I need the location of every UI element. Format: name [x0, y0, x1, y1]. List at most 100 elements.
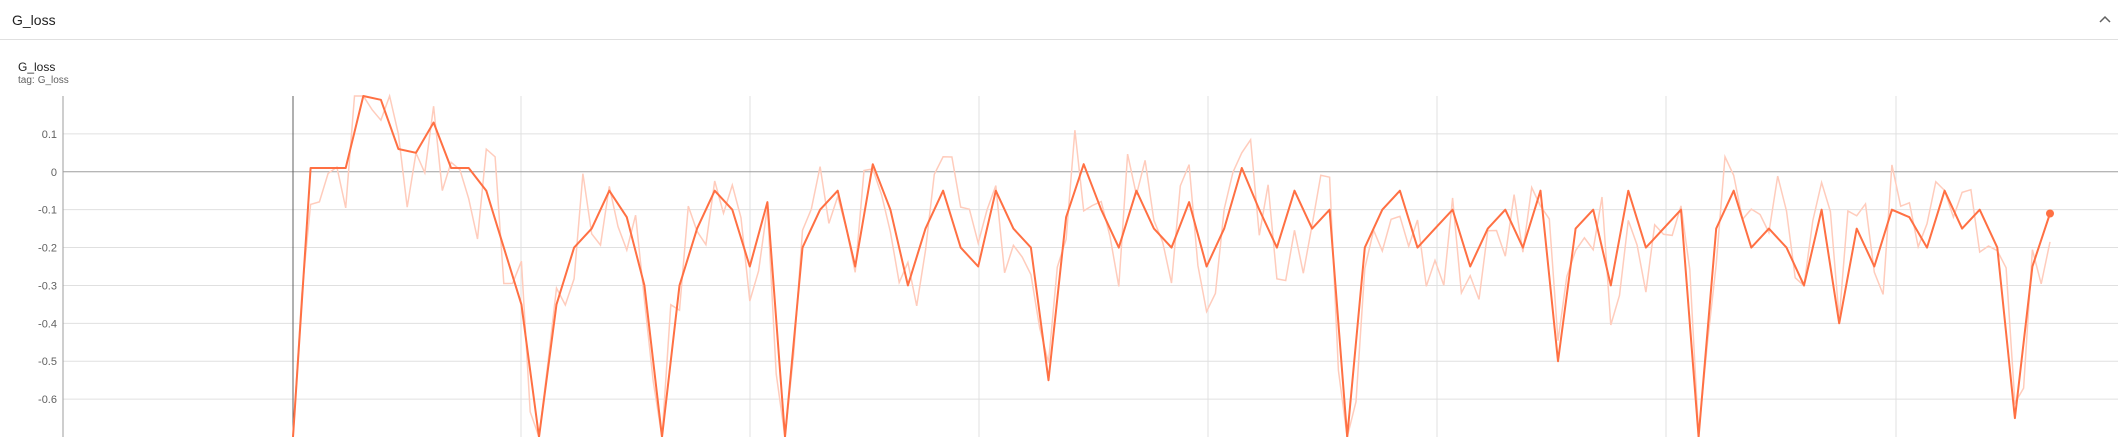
data-point	[696, 228, 698, 230]
chevron-up-icon	[2099, 15, 2111, 23]
data-point	[362, 95, 364, 97]
data-point	[1293, 190, 1296, 192]
y-tick-label: 0	[51, 167, 57, 179]
data-point	[1785, 247, 1788, 249]
last-point-marker	[2046, 209, 2054, 218]
data-point	[1083, 163, 1085, 165]
chart-tag: tag: G_loss	[18, 75, 69, 86]
chart-tag-value: G_loss	[37, 75, 69, 86]
data-point	[1645, 247, 1647, 249]
collapse-button[interactable]	[2094, 8, 2116, 30]
data-point	[819, 209, 821, 211]
data-point	[1803, 284, 1805, 286]
data-point	[573, 247, 575, 249]
raw-series-layer	[292, 93, 2051, 437]
data-point	[995, 190, 997, 192]
data-point	[1680, 209, 1682, 211]
data-point	[872, 163, 874, 165]
data-point	[1961, 228, 1963, 230]
data-point	[1135, 190, 1137, 192]
data-point	[731, 209, 733, 211]
data-point	[1381, 209, 1383, 211]
data-point	[1627, 190, 1629, 192]
data-point	[555, 303, 558, 305]
data-point	[485, 190, 487, 192]
data-point	[907, 284, 909, 286]
data-point	[1610, 284, 1612, 286]
data-point	[749, 265, 751, 268]
data-point	[608, 190, 610, 192]
data-point	[1539, 190, 1542, 192]
data-point	[503, 247, 505, 249]
data-point	[1908, 216, 1910, 218]
data-point	[1891, 209, 1893, 211]
raw-series-line	[292, 93, 2051, 437]
data-point	[1047, 379, 1050, 381]
y-tick-label: -0.2	[38, 243, 57, 255]
data-point	[942, 190, 944, 192]
data-point	[1364, 247, 1366, 249]
chart-title: G_loss	[18, 60, 56, 74]
data-point	[1223, 228, 1225, 230]
data-point	[1733, 190, 1735, 192]
data-point	[397, 148, 399, 150]
data-point	[889, 209, 892, 211]
data-point	[310, 167, 312, 169]
data-point	[1487, 228, 1489, 230]
data-point	[2031, 265, 2033, 268]
chart-tag-prefix: tag:	[18, 75, 35, 86]
data-point	[1276, 247, 1278, 249]
y-tick-label: 0.1	[42, 129, 57, 141]
data-point	[1750, 247, 1752, 249]
data-point	[854, 265, 856, 268]
data-point	[1926, 247, 1928, 249]
data-point	[1188, 201, 1190, 203]
data-point	[714, 190, 716, 192]
data-point	[1979, 209, 1981, 211]
data-point	[1469, 265, 1471, 268]
data-point	[1662, 228, 1665, 230]
data-point	[433, 121, 435, 124]
data-point	[520, 303, 523, 305]
smoothed-series-layer	[292, 95, 2054, 437]
data-point	[1592, 209, 1594, 211]
data-point	[415, 152, 417, 154]
data-point	[1522, 247, 1524, 249]
data-point	[1856, 228, 1858, 230]
data-point	[1821, 209, 1823, 211]
data-point	[626, 216, 628, 218]
data-point	[1996, 247, 1998, 249]
data-point	[1434, 228, 1436, 230]
data-point	[327, 167, 329, 169]
grid-layer	[62, 96, 2118, 437]
card-header: G_loss	[0, 0, 2118, 40]
data-point	[1100, 209, 1102, 211]
data-point	[468, 167, 470, 169]
data-point	[1873, 265, 1875, 268]
data-point	[977, 265, 979, 268]
data-point	[643, 284, 646, 286]
data-point	[678, 284, 681, 286]
data-point	[1206, 265, 1208, 268]
y-tick-label: -0.1	[38, 205, 57, 217]
data-point	[1241, 167, 1243, 169]
data-point	[1153, 228, 1155, 230]
data-point	[766, 201, 769, 203]
y-tick-label: -0.5	[38, 356, 57, 368]
data-point	[1399, 190, 1401, 192]
data-point	[801, 247, 804, 249]
data-point	[837, 190, 839, 192]
data-point	[1030, 247, 1032, 249]
data-point	[450, 167, 452, 169]
data-point	[1311, 228, 1313, 230]
y-tick-label: -0.6	[38, 394, 57, 406]
data-point	[2014, 417, 2016, 419]
data-point	[1118, 247, 1120, 249]
data-point	[1768, 228, 1770, 230]
data-point	[1258, 209, 1260, 211]
data-point	[924, 228, 927, 230]
data-point	[1170, 247, 1173, 249]
smoothed-series-line	[292, 95, 2051, 437]
data-point	[1944, 190, 1946, 192]
